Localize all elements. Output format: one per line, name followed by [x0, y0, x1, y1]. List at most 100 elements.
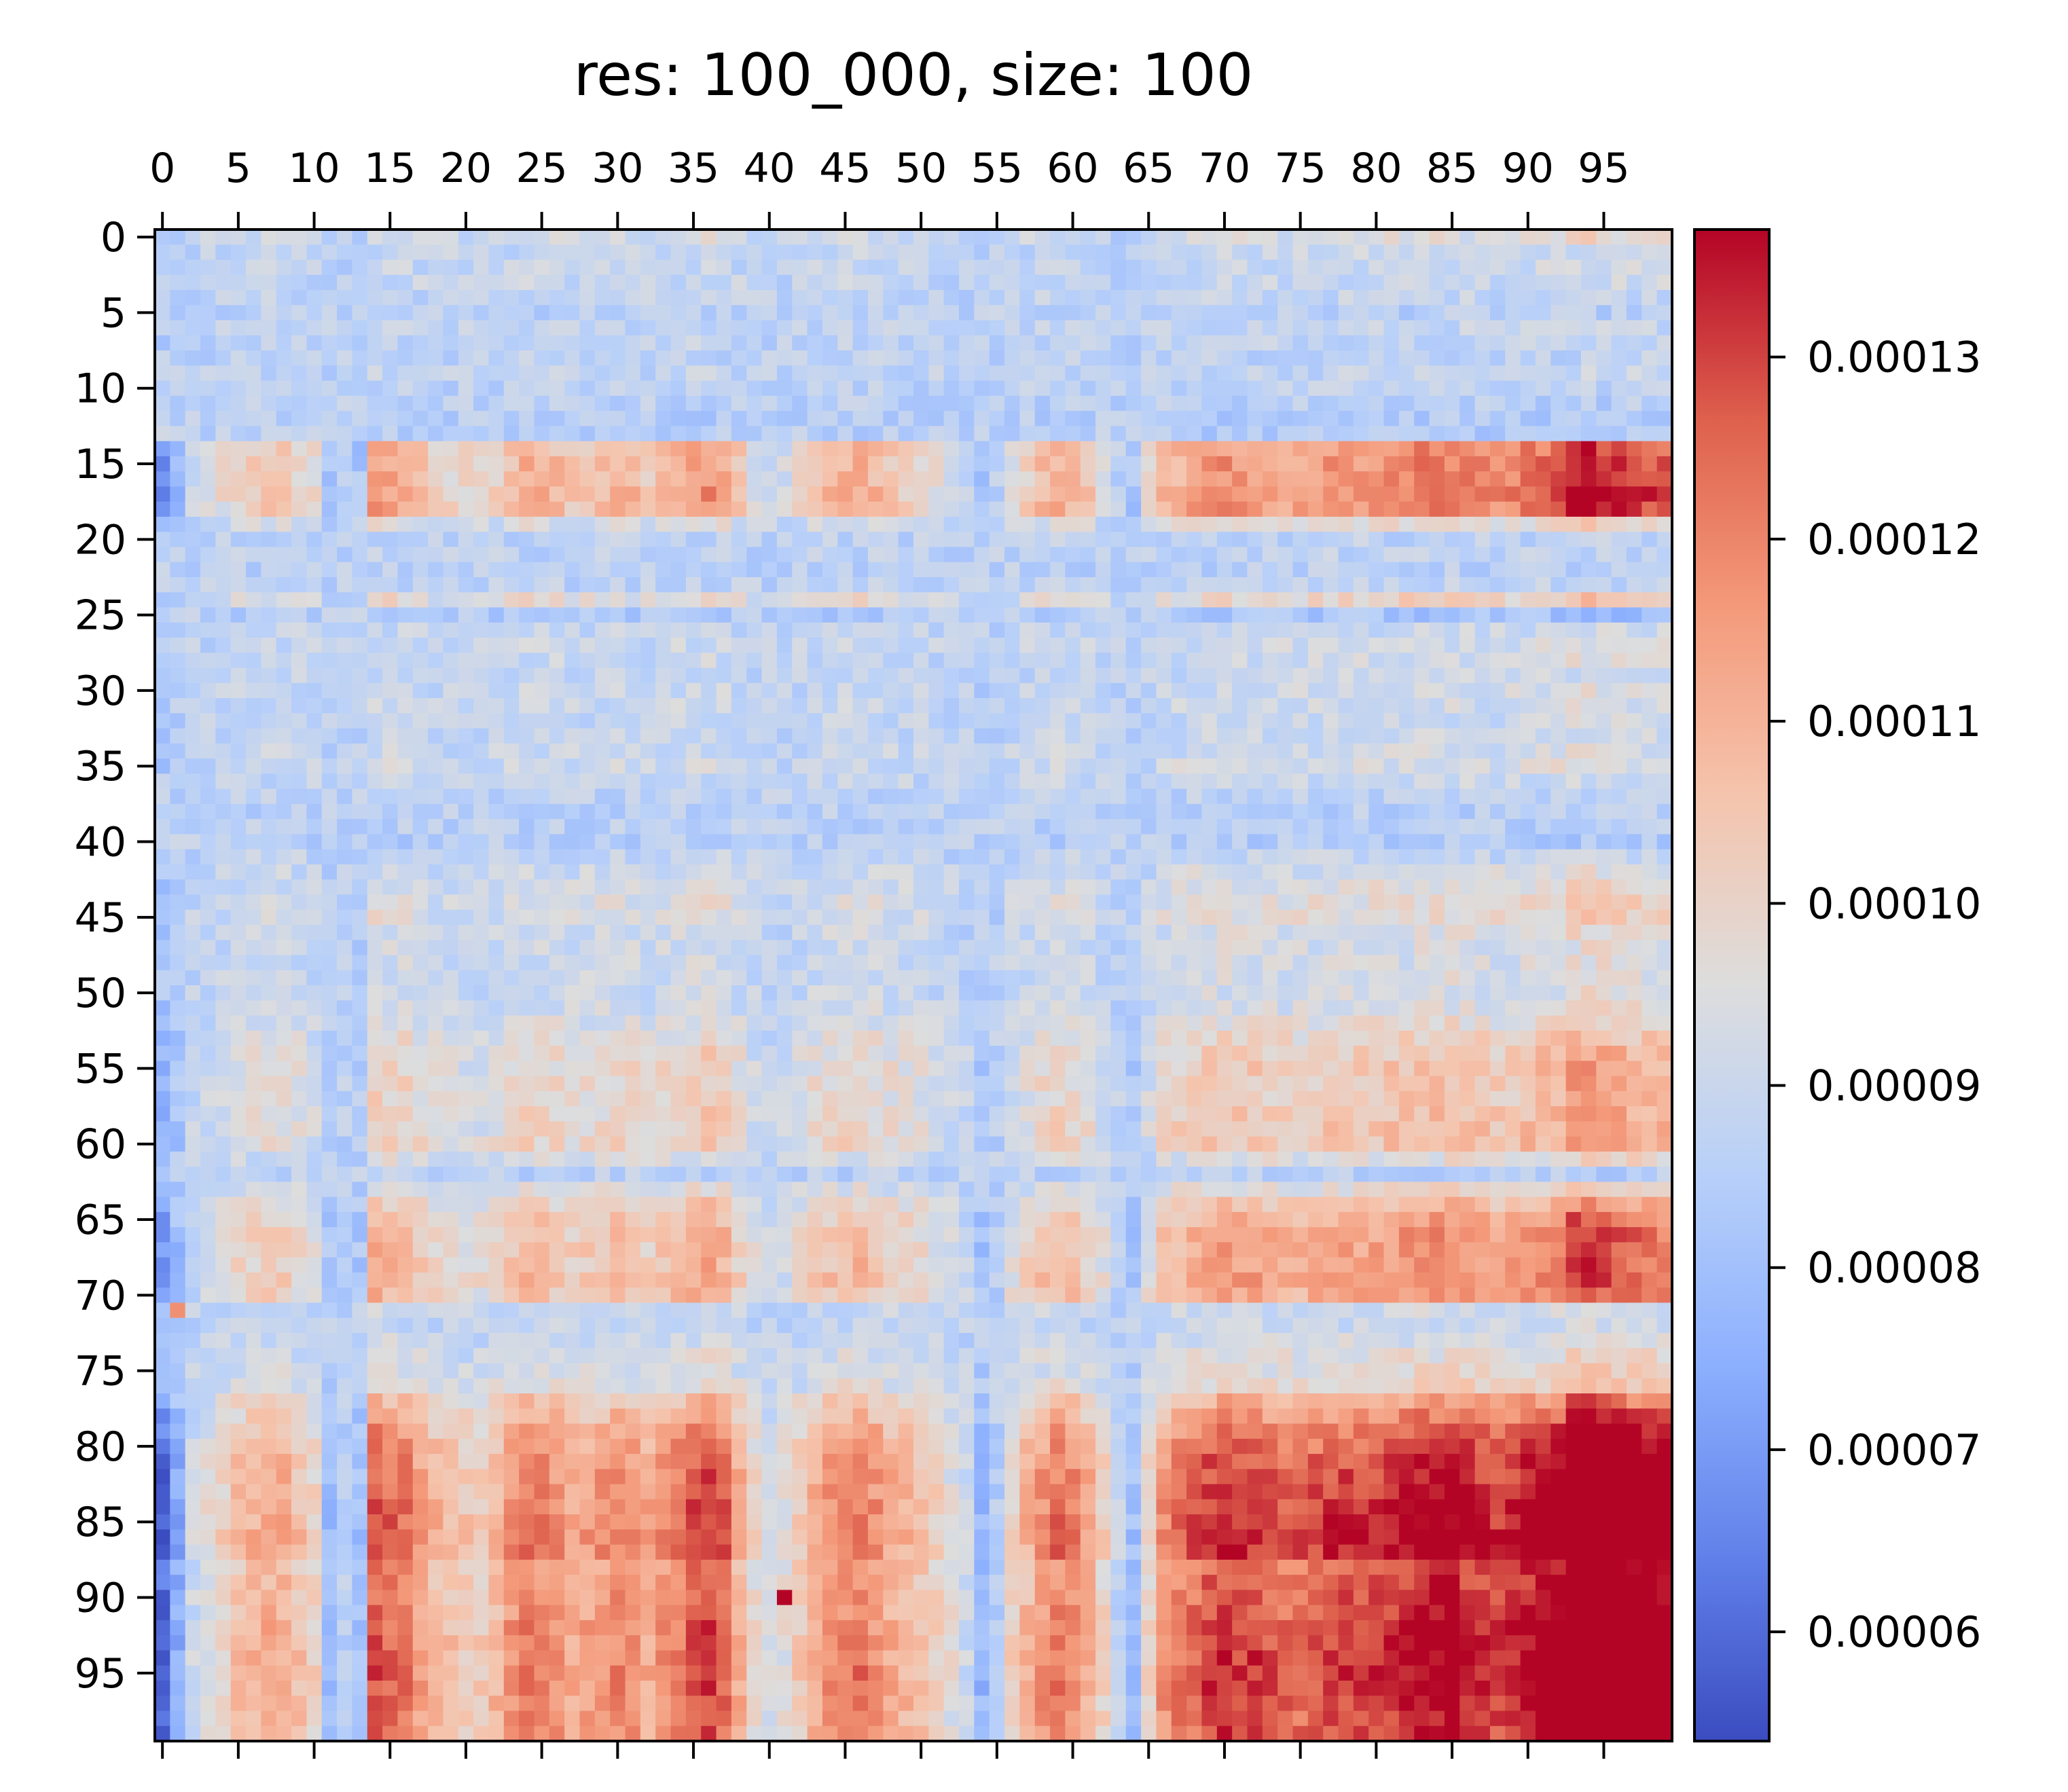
heatmap-cell: [246, 728, 261, 744]
heatmap-cell: [1611, 622, 1627, 638]
heatmap-cell: [397, 970, 414, 986]
heatmap-cell: [412, 290, 429, 306]
heatmap-cell: [1292, 864, 1309, 880]
heatmap-cell: [1156, 773, 1172, 790]
heatmap-cell: [246, 638, 261, 653]
heatmap-cell: [792, 955, 808, 971]
heatmap-cell: [1414, 290, 1430, 306]
heatmap-cell: [488, 471, 505, 488]
heatmap-cell: [428, 320, 444, 336]
heatmap-cell: [807, 516, 823, 532]
heatmap-cell: [1565, 350, 1582, 366]
heatmap-cell: [170, 441, 186, 457]
heatmap-cell: [534, 335, 550, 351]
heatmap-cell: [989, 350, 1005, 366]
heatmap-cell: [185, 592, 201, 608]
heatmap-cell: [1338, 803, 1354, 820]
heatmap-cell: [670, 743, 687, 759]
heatmap-cell: [428, 274, 444, 291]
heatmap-cell: [549, 607, 565, 623]
heatmap-cell: [898, 834, 914, 850]
heatmap-cell: [655, 940, 672, 956]
heatmap-cell: [1292, 305, 1309, 321]
heatmap-cell: [321, 516, 338, 532]
heatmap-cell: [1596, 682, 1612, 699]
heatmap-cell: [1323, 653, 1339, 669]
heatmap-cell: [306, 864, 323, 880]
heatmap-cell: [1641, 819, 1658, 835]
heatmap-cell: [1611, 562, 1627, 578]
heatmap-cell: [928, 849, 945, 865]
heatmap-cell: [807, 501, 823, 517]
heatmap-cell: [170, 864, 186, 880]
heatmap-cell: [1641, 909, 1658, 926]
heatmap-cell: [1065, 638, 1081, 653]
heatmap-cell: [1004, 638, 1020, 653]
heatmap-cell: [1489, 924, 1506, 940]
heatmap-cell: [1626, 849, 1642, 865]
heatmap-cell: [1186, 653, 1203, 669]
heatmap-cell: [716, 864, 732, 880]
heatmap-cell: [1095, 562, 1112, 578]
heatmap-cell: [610, 607, 626, 623]
heatmap-cell: [1262, 698, 1278, 714]
heatmap-cell: [837, 259, 854, 276]
heatmap-cell: [807, 894, 823, 911]
heatmap-cell: [913, 638, 929, 653]
heatmap-cell: [1080, 819, 1096, 835]
heatmap-cell: [913, 803, 929, 820]
heatmap-cell: [1611, 803, 1627, 820]
heatmap-cell: [549, 516, 565, 532]
heatmap-cell: [943, 426, 960, 442]
heatmap-cell: [261, 230, 277, 245]
heatmap-cell: [1247, 849, 1263, 865]
heatmap-cell: [412, 230, 429, 245]
heatmap-cell: [1065, 682, 1081, 699]
heatmap-cell: [519, 819, 535, 835]
heatmap-cell: [746, 380, 763, 397]
heatmap-cell: [1216, 532, 1233, 548]
heatmap-cell: [731, 879, 747, 896]
heatmap-cell: [503, 230, 520, 245]
heatmap-cell: [974, 471, 990, 488]
heatmap-cell: [959, 622, 975, 638]
heatmap-cell: [321, 940, 338, 956]
heatmap-cell: [443, 773, 459, 790]
heatmap-cell: [625, 638, 641, 653]
heatmap-cell: [276, 365, 292, 382]
heatmap-cell: [230, 970, 247, 986]
heatmap-cell: [807, 940, 823, 956]
heatmap-cell: [367, 668, 383, 684]
heatmap-cell: [276, 562, 292, 578]
heatmap-cell: [534, 259, 550, 276]
heatmap-cell: [473, 668, 490, 684]
heatmap-cell: [1338, 365, 1354, 382]
heatmap-cell: [1080, 592, 1096, 608]
heatmap-cell: [1459, 471, 1476, 488]
heatmap-cell: [1414, 819, 1430, 835]
heatmap-cell: [428, 788, 444, 805]
heatmap-cell: [1019, 547, 1036, 563]
heatmap-cell: [943, 274, 960, 291]
heatmap-cell: [867, 592, 884, 608]
heatmap-cell: [1232, 320, 1248, 336]
heatmap-cell: [261, 411, 277, 426]
heatmap-cell: [1186, 441, 1203, 457]
heatmap-cell: [519, 562, 535, 578]
heatmap-cell: [412, 909, 429, 926]
heatmap-cell: [1505, 713, 1521, 729]
heatmap-cell: [670, 970, 687, 986]
heatmap-cell: [291, 395, 307, 412]
heatmap-cell: [898, 230, 914, 245]
heatmap-cell: [989, 320, 1005, 336]
heatmap-cell: [1505, 607, 1521, 623]
heatmap-cell: [488, 909, 505, 926]
heatmap-cell: [534, 653, 550, 669]
heatmap-cell: [1156, 244, 1172, 261]
heatmap-cell: [1596, 471, 1612, 488]
heatmap-cell: [1110, 244, 1127, 261]
heatmap-cell: [1125, 698, 1142, 714]
heatmap-cell: [746, 728, 763, 744]
heatmap-cell: [1520, 577, 1536, 593]
heatmap-cell: [1277, 924, 1294, 940]
